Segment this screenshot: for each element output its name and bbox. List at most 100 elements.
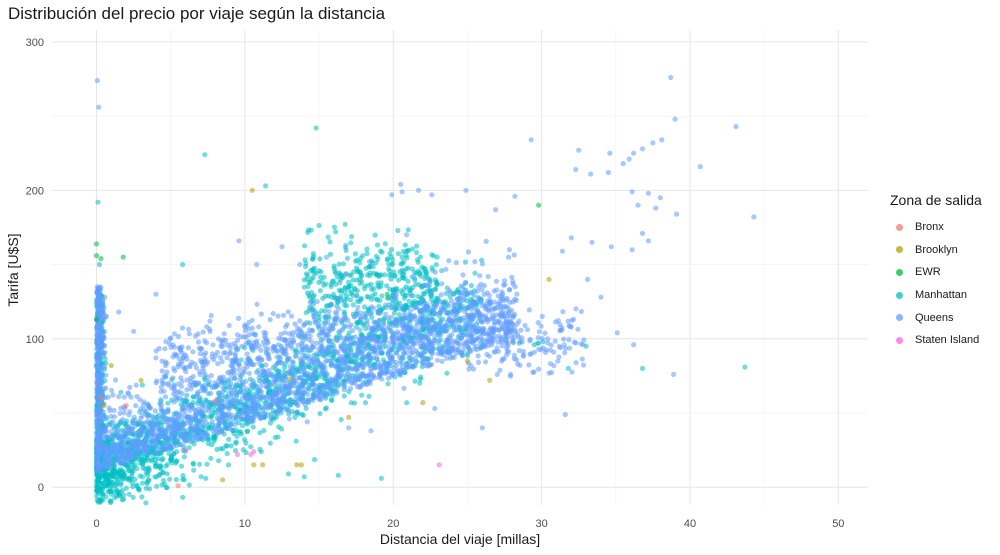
data-point-queens	[229, 416, 235, 423]
data-point-queens	[239, 403, 245, 409]
data-point-queens	[334, 337, 340, 343]
data-point-manhattan	[413, 249, 420, 256]
data-point-queens	[155, 416, 161, 422]
data-point-queens	[382, 329, 388, 335]
data-point-queens	[132, 423, 138, 429]
data-point-manhattan	[233, 427, 239, 433]
data-point-manhattan	[164, 471, 170, 477]
data-point-queens	[221, 395, 227, 401]
data-point-queens	[267, 317, 273, 323]
data-point-queens	[326, 386, 332, 392]
data-point-queens	[252, 331, 258, 337]
data-point-queens	[163, 435, 169, 441]
data-point-queens	[364, 381, 370, 388]
data-point-queens	[492, 299, 498, 305]
data-point-queens	[97, 290, 103, 296]
data-point-manhattan	[303, 310, 309, 316]
data-point-queens	[447, 310, 454, 316]
data-point-queens	[439, 358, 445, 364]
data-point-manhattan	[139, 382, 145, 388]
data-point-queens	[162, 363, 168, 369]
data-point-queens	[458, 292, 464, 298]
data-point-queens	[371, 375, 377, 381]
data-point-queens	[450, 324, 456, 330]
data-point-manhattan	[272, 434, 278, 440]
data-point-queens	[159, 368, 165, 374]
data-point-queens	[573, 340, 579, 346]
data-point-manhattan	[418, 374, 424, 380]
data-point-queens	[491, 305, 498, 311]
data-point-manhattan	[332, 268, 338, 274]
data-point-queens	[402, 309, 408, 315]
data-point-manhattan	[327, 239, 333, 245]
data-point-manhattan	[94, 493, 100, 499]
data-point-manhattan	[359, 392, 365, 398]
data-point-queens	[432, 269, 438, 275]
data-point-manhattan	[224, 443, 230, 449]
data-point-queens	[382, 334, 388, 340]
data-point-manhattan	[178, 463, 185, 469]
data-point-manhattan	[373, 253, 379, 259]
data-point-bronx	[175, 483, 181, 489]
data-point-manhattan	[366, 393, 372, 399]
data-point-queens	[311, 312, 317, 318]
data-point-queens	[396, 330, 402, 336]
data-point-queens	[536, 329, 542, 335]
data-point-queens	[357, 362, 363, 368]
data-point-queens	[102, 294, 108, 300]
data-point-queens	[390, 371, 396, 378]
data-point-queens	[249, 382, 255, 389]
data-point-queens	[253, 383, 260, 389]
data-point-queens	[257, 394, 263, 401]
data-point-queens	[391, 322, 397, 328]
data-point-queens	[551, 349, 557, 355]
data-point-queens	[207, 326, 213, 332]
data-point-queens	[413, 330, 419, 336]
data-point-queens	[342, 314, 348, 320]
data-point-queens	[100, 433, 106, 439]
data-point-queens	[394, 350, 400, 356]
data-point-queens	[575, 326, 581, 332]
data-point-queens	[293, 399, 299, 406]
data-point-queens	[235, 401, 241, 407]
data-point-queens	[468, 339, 475, 345]
data-point-queens	[153, 424, 159, 430]
data-point-queens	[369, 337, 375, 343]
data-point-manhattan	[244, 428, 251, 434]
data-point-queens	[442, 328, 448, 334]
data-point-queens	[96, 401, 102, 407]
data-point-queens	[420, 324, 426, 330]
data-point-queens	[179, 415, 186, 421]
data-point-queens	[443, 309, 449, 316]
data-point-queens	[186, 331, 192, 337]
data-point-queens	[524, 327, 531, 333]
data-point-manhattan	[263, 183, 269, 189]
data-point-queens	[204, 374, 210, 380]
data-point-manhattan	[318, 269, 324, 275]
data-point-queens	[137, 397, 143, 403]
data-point-queens	[491, 349, 497, 355]
data-point-queens	[566, 337, 572, 343]
data-point-queens	[116, 394, 122, 400]
data-point-queens	[218, 379, 224, 385]
data-point-manhattan	[742, 364, 748, 370]
data-point-queens	[195, 331, 201, 337]
data-point-queens	[198, 388, 204, 394]
data-point-queens	[522, 322, 528, 329]
data-point-queens	[334, 295, 340, 302]
data-point-queens	[265, 352, 272, 358]
data-point-queens	[479, 328, 485, 334]
data-point-manhattan	[138, 453, 144, 459]
data-point-queens	[170, 375, 176, 381]
data-point-manhattan	[191, 467, 197, 473]
data-point-queens	[162, 346, 168, 352]
data-point-manhattan	[258, 449, 264, 455]
data-point-queens	[270, 348, 276, 354]
data-point-manhattan	[96, 477, 102, 483]
data-point-queens	[388, 356, 394, 362]
data-point-queens	[433, 323, 439, 329]
data-point-manhattan	[198, 474, 204, 480]
data-point-queens	[129, 427, 135, 433]
data-point-manhattan	[395, 251, 401, 257]
data-point-manhattan	[110, 473, 116, 479]
